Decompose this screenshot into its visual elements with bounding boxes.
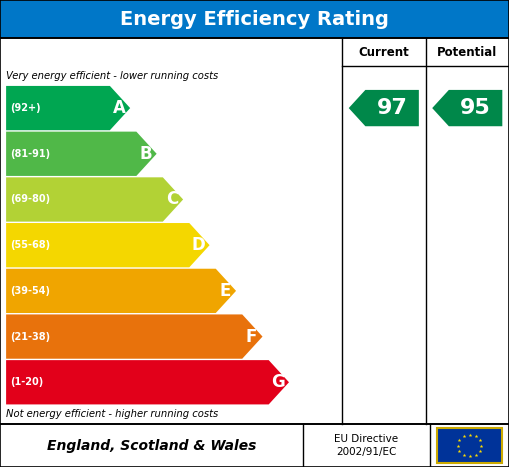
Polygon shape	[432, 90, 502, 126]
Text: D: D	[191, 236, 205, 254]
Text: EU Directive
2002/91/EC: EU Directive 2002/91/EC	[334, 434, 399, 457]
Text: E: E	[219, 282, 231, 300]
Polygon shape	[6, 314, 263, 359]
Text: Potential: Potential	[437, 46, 497, 59]
Text: Energy Efficiency Rating: Energy Efficiency Rating	[120, 10, 389, 28]
Text: 97: 97	[377, 98, 408, 118]
Text: (81-91): (81-91)	[10, 149, 50, 159]
Text: 95: 95	[460, 98, 491, 118]
Text: (69-80): (69-80)	[10, 194, 50, 205]
Text: F: F	[246, 327, 257, 346]
Bar	[0, 38, 509, 424]
Polygon shape	[6, 86, 130, 130]
Text: Very energy efficient - lower running costs: Very energy efficient - lower running co…	[6, 71, 218, 81]
Text: Not energy efficient - higher running costs: Not energy efficient - higher running co…	[6, 409, 218, 419]
Polygon shape	[349, 90, 419, 126]
Text: (21-38): (21-38)	[10, 332, 50, 341]
Text: C: C	[166, 191, 178, 208]
Text: England, Scotland & Wales: England, Scotland & Wales	[47, 439, 256, 453]
Text: (1-20): (1-20)	[10, 377, 43, 387]
Text: Current: Current	[358, 46, 409, 59]
FancyBboxPatch shape	[437, 428, 502, 463]
Text: G: G	[271, 373, 285, 391]
Polygon shape	[6, 132, 157, 176]
Bar	[0, 424, 509, 467]
Text: (55-68): (55-68)	[10, 240, 50, 250]
Text: (39-54): (39-54)	[10, 286, 50, 296]
Text: A: A	[112, 99, 125, 117]
Text: B: B	[139, 145, 152, 163]
Bar	[0, 0, 509, 38]
Text: (92+): (92+)	[10, 103, 41, 113]
Polygon shape	[6, 360, 289, 404]
Polygon shape	[6, 177, 183, 222]
Polygon shape	[6, 223, 210, 267]
Polygon shape	[6, 269, 236, 313]
